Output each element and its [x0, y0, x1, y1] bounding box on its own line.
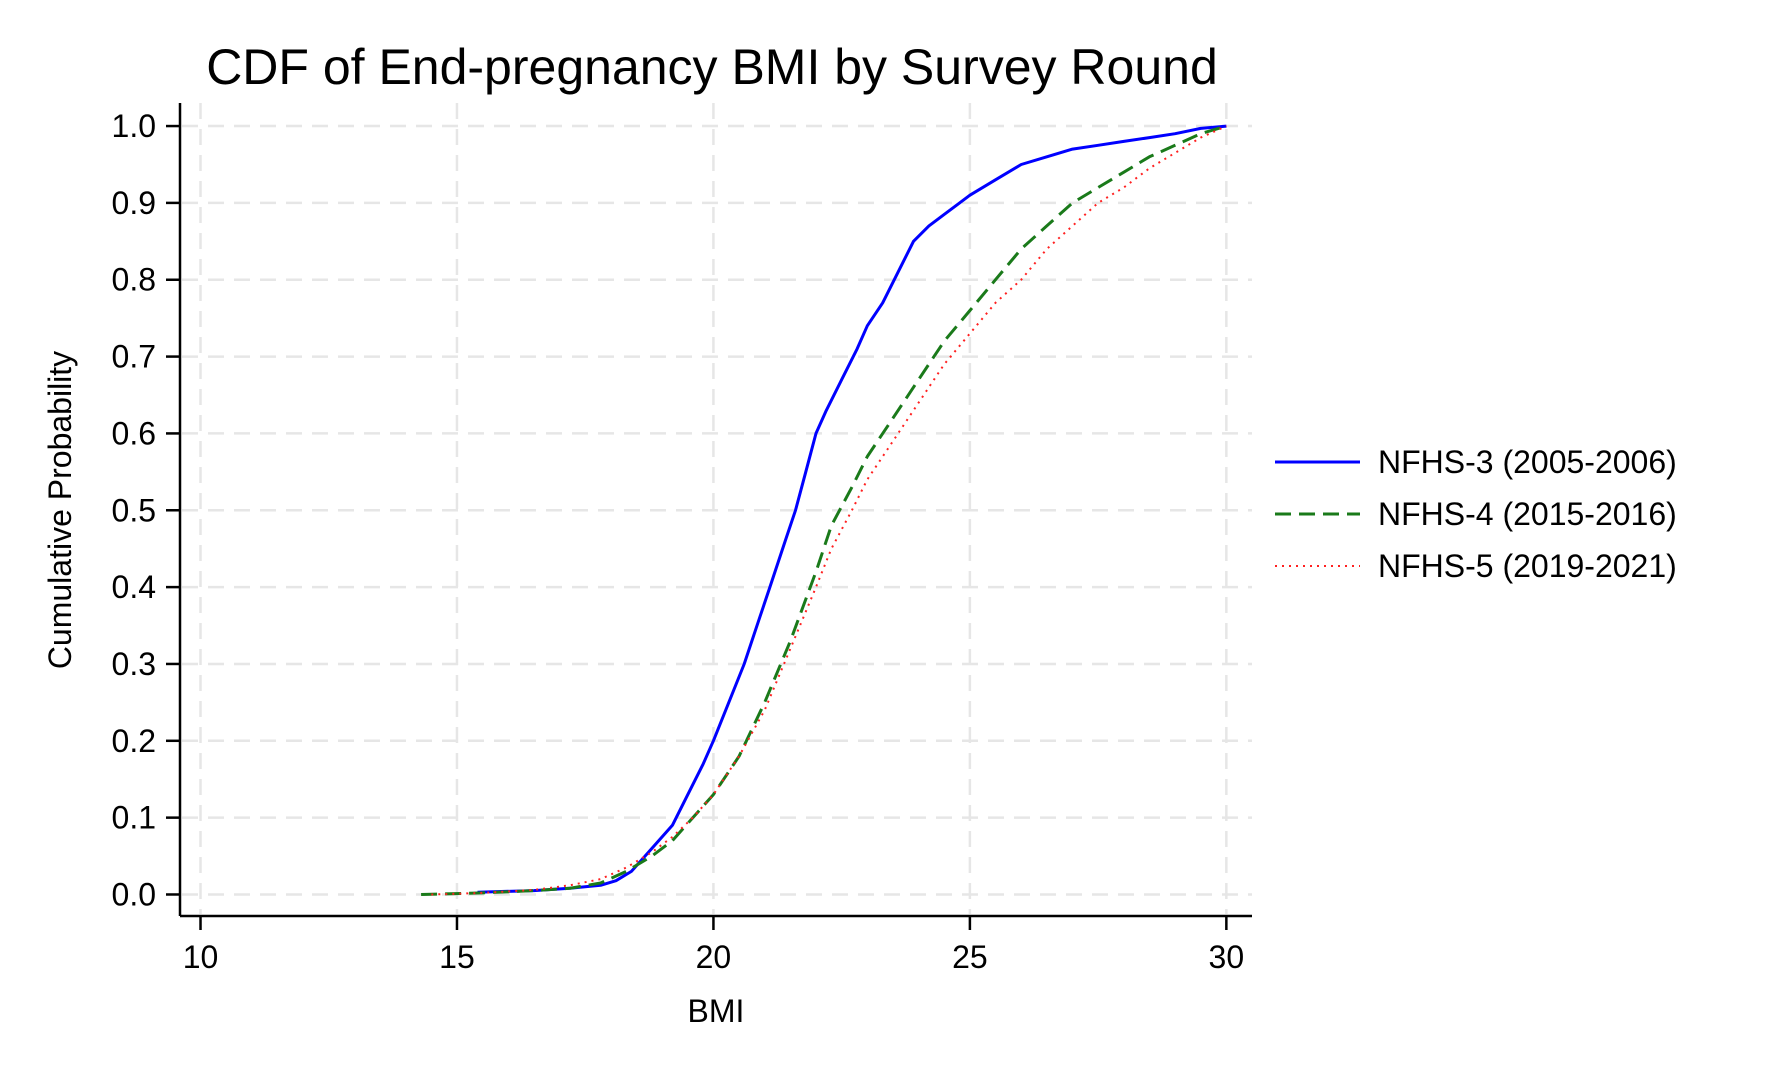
y-axis-ticks: 0.0 0.1 0.2 0.3 0.4 0.5 0.6 0.7 0.8 0.9 1.0 [112, 108, 180, 912]
series-line-2 [421, 124, 1227, 896]
grid [182, 103, 1252, 914]
legend-label-2: NFHS-4 (2015-2016) [1378, 496, 1677, 532]
y-tick-label: 0.2 [112, 723, 156, 759]
y-tick-label: 0.3 [112, 646, 156, 682]
x-tick-label: 30 [1209, 939, 1245, 975]
y-axis-label: Cumulative Probability [42, 351, 78, 669]
y-tick-label: 0.7 [112, 339, 156, 375]
series-line-3 [431, 125, 1227, 896]
y-tick-label: 0.8 [112, 262, 156, 298]
y-tick-label: 1.0 [112, 108, 156, 144]
y-tick-label: 0.6 [112, 415, 156, 451]
x-axis-label: BMI [688, 993, 745, 1029]
y-tick-label: 0.0 [112, 876, 156, 912]
x-axis-ticks: 10 15 20 25 30 [183, 916, 1244, 975]
x-tick-label: 20 [696, 939, 732, 975]
y-tick-label: 0.9 [112, 185, 156, 221]
y-tick-label: 0.4 [112, 569, 156, 605]
legend-label-1: NFHS-3 (2005-2006) [1378, 444, 1677, 480]
series-line-1 [477, 124, 1227, 894]
legend: NFHS-3 (2005-2006) NFHS-4 (2015-2016) NFHS… [1275, 444, 1677, 584]
y-tick-label: 0.5 [112, 492, 156, 528]
x-tick-label: 10 [183, 939, 219, 975]
x-tick-label: 15 [439, 939, 475, 975]
y-tick-label: 0.1 [112, 800, 156, 836]
data-series [421, 124, 1227, 896]
legend-label-3: NFHS-5 (2019-2021) [1378, 548, 1677, 584]
x-tick-label: 25 [952, 939, 988, 975]
chart-title: CDF of End-pregnancy BMI by Survey Round [206, 39, 1218, 95]
